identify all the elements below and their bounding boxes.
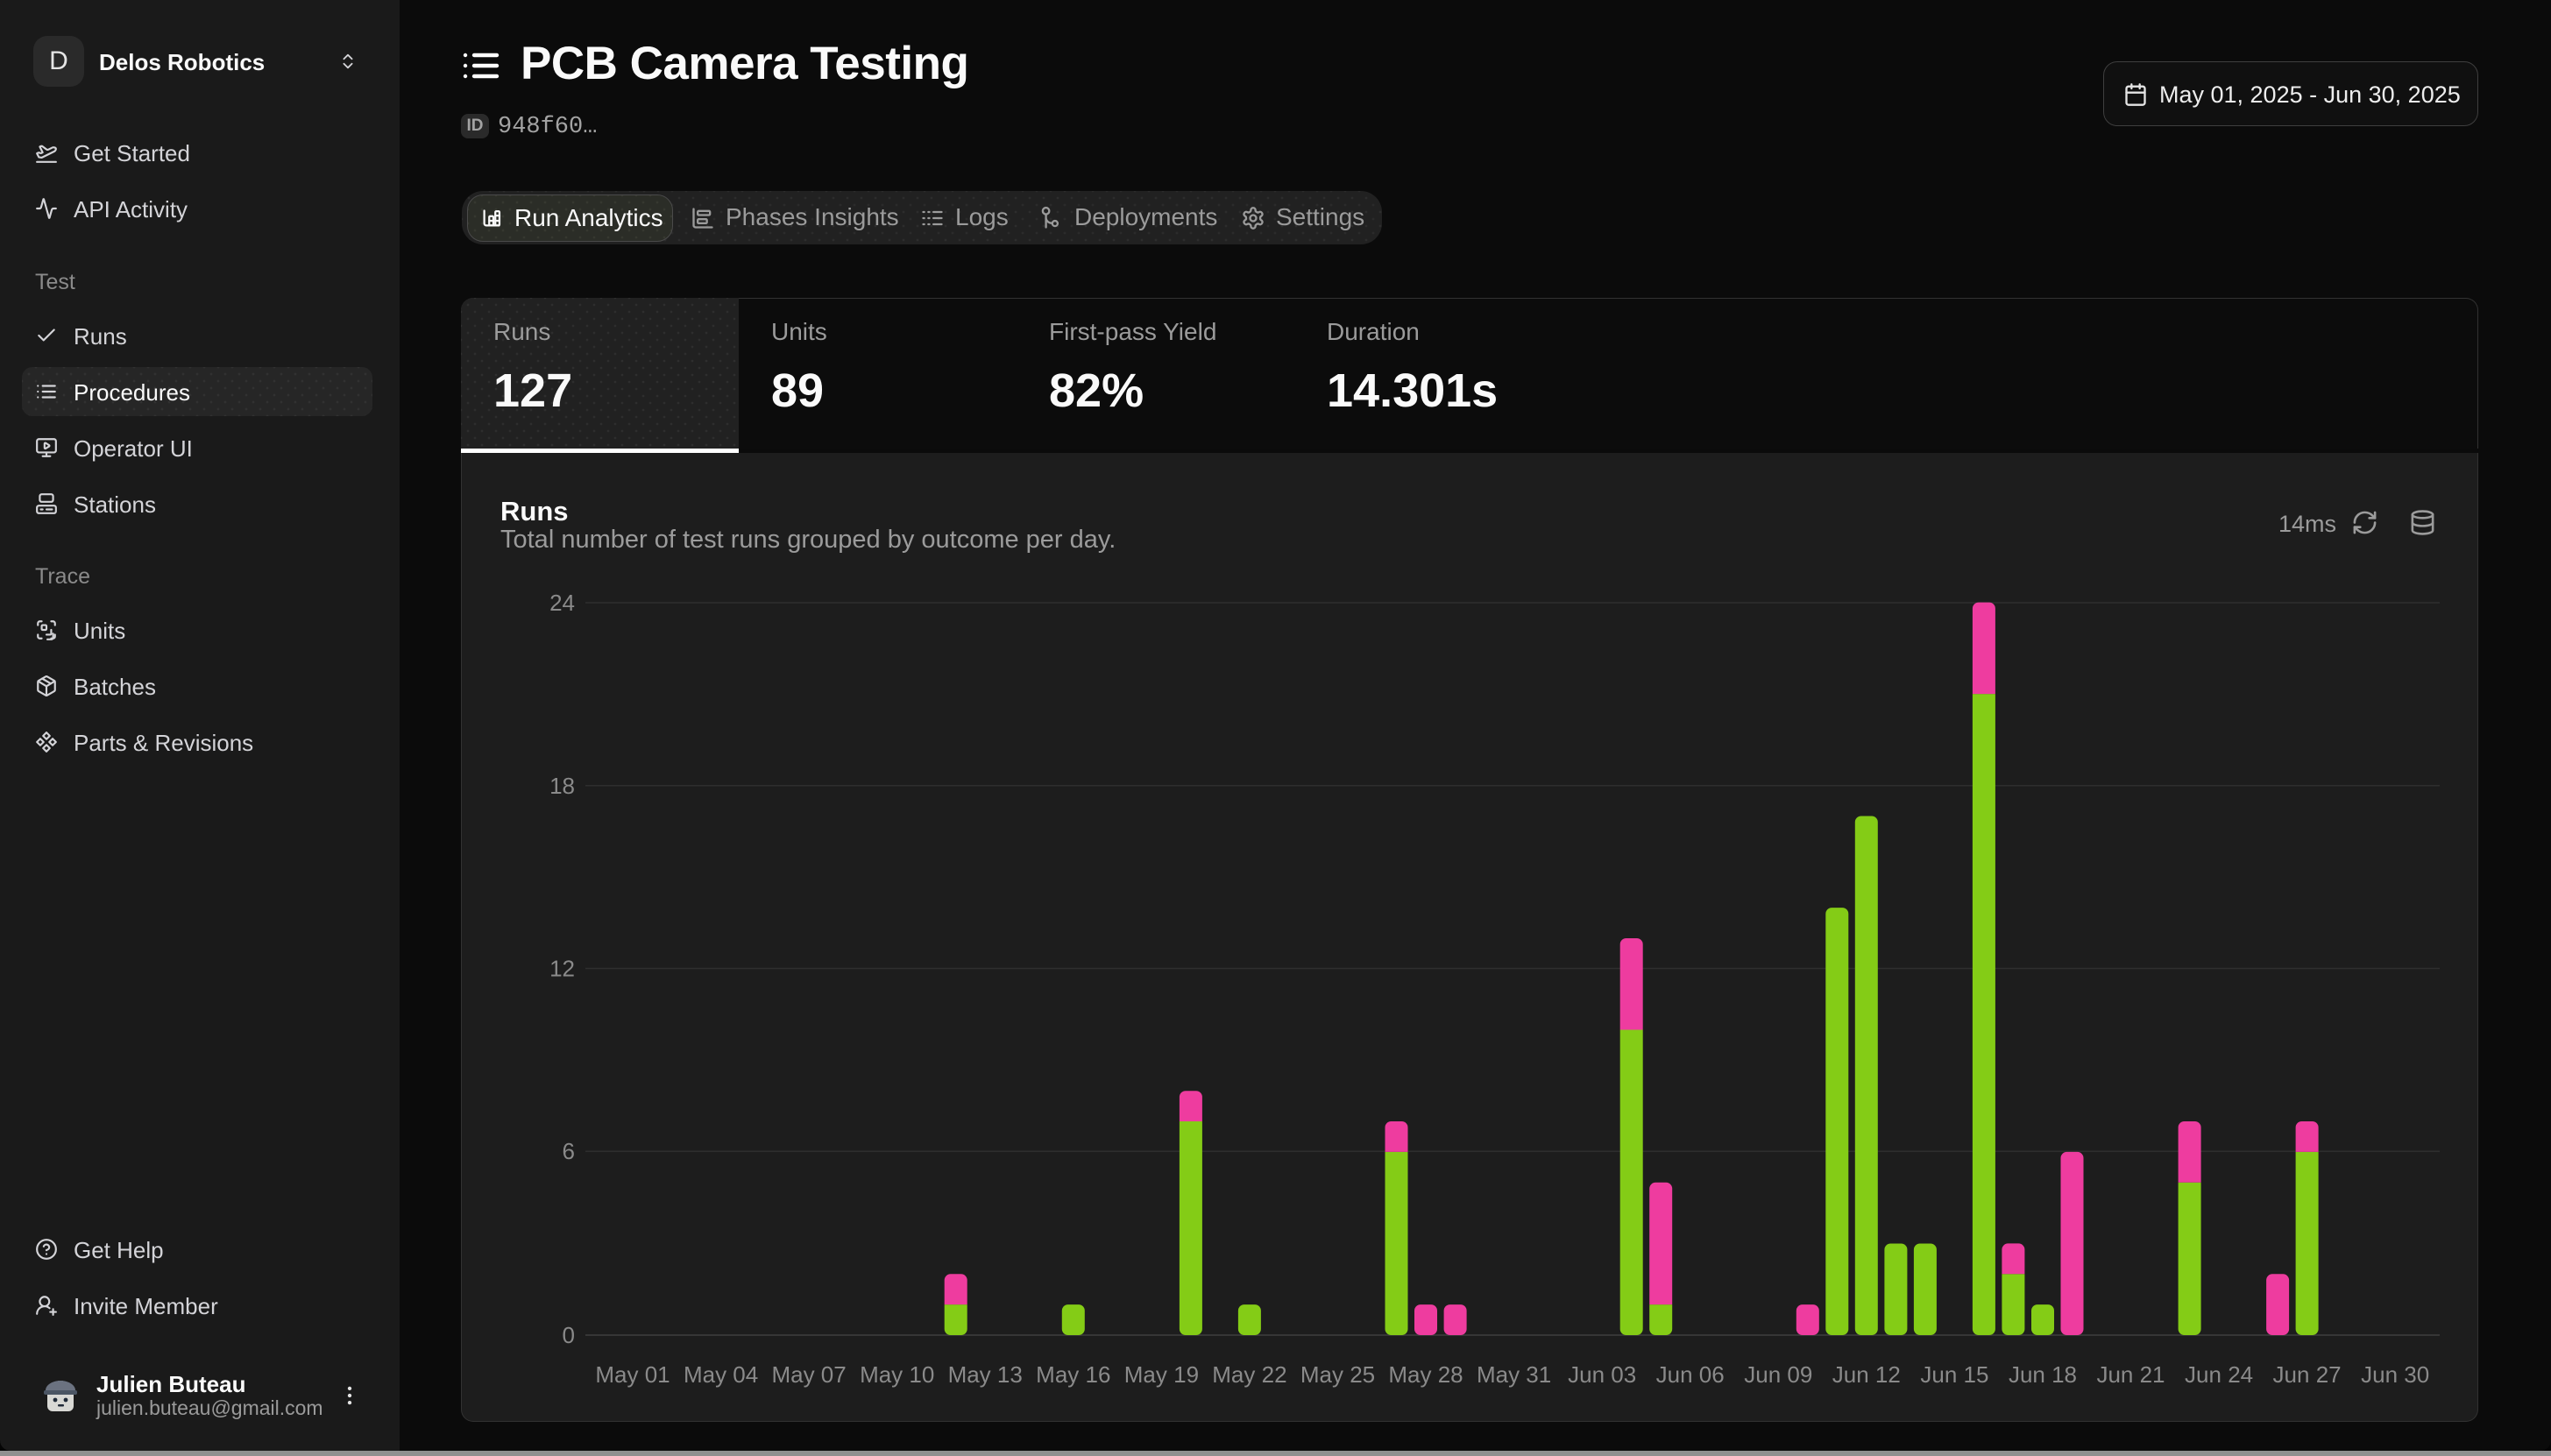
- svg-text:Jun 03: Jun 03: [1568, 1361, 1636, 1388]
- svg-text:18: 18: [549, 773, 575, 799]
- svg-text:Jun 30: Jun 30: [2361, 1361, 2429, 1388]
- svg-text:May 25: May 25: [1300, 1361, 1375, 1388]
- svg-text:Jun 06: Jun 06: [1656, 1361, 1725, 1388]
- svg-text:6: 6: [563, 1138, 575, 1164]
- svg-text:May 16: May 16: [1036, 1361, 1110, 1388]
- svg-text:May 31: May 31: [1477, 1361, 1551, 1388]
- svg-text:Jun 15: Jun 15: [1920, 1361, 1988, 1388]
- svg-text:Jun 09: Jun 09: [1744, 1361, 1812, 1388]
- svg-text:May 10: May 10: [860, 1361, 934, 1388]
- svg-text:May 07: May 07: [771, 1361, 846, 1388]
- svg-text:Jun 21: Jun 21: [2096, 1361, 2165, 1388]
- svg-text:May 01: May 01: [595, 1361, 670, 1388]
- svg-text:0: 0: [563, 1322, 575, 1348]
- svg-text:Jun 18: Jun 18: [2009, 1361, 2077, 1388]
- svg-text:Jun 12: Jun 12: [1832, 1361, 1901, 1388]
- svg-text:May 13: May 13: [948, 1361, 1023, 1388]
- svg-text:Jun 24: Jun 24: [2185, 1361, 2253, 1388]
- svg-text:May 28: May 28: [1388, 1361, 1463, 1388]
- svg-text:May 04: May 04: [684, 1361, 758, 1388]
- svg-text:12: 12: [549, 956, 575, 982]
- svg-text:May 19: May 19: [1124, 1361, 1199, 1388]
- svg-text:Jun 27: Jun 27: [2273, 1361, 2342, 1388]
- svg-text:24: 24: [549, 590, 575, 616]
- svg-text:May 22: May 22: [1212, 1361, 1286, 1388]
